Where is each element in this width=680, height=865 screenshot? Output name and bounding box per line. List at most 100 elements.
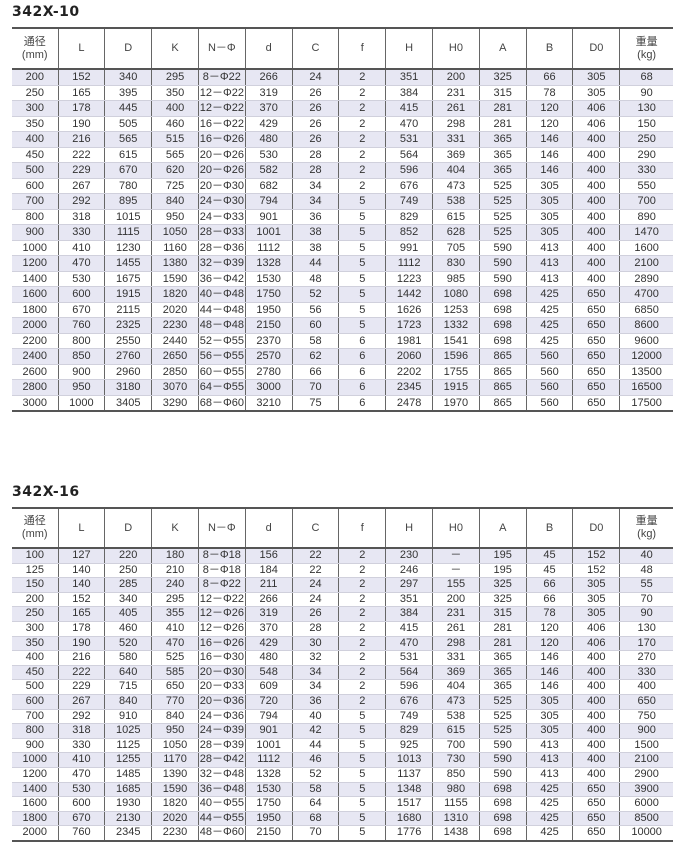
column-header-label: 通径 — [23, 35, 46, 48]
table-cell: 413 — [525, 752, 573, 768]
table-cell: 190 — [57, 116, 105, 132]
table-cell: 216 — [57, 650, 105, 666]
table-cell: 2000 — [12, 317, 59, 334]
table-cell: 8－Φ22 — [197, 69, 246, 86]
table-row: 900 330 1125 1050 28－Φ39 1001 44 5 925 700 590 413 4… — [12, 738, 673, 754]
table-cell: 2000 — [12, 825, 59, 842]
table-cell: 24－Φ36 — [197, 709, 246, 725]
table-cell: 200 — [432, 592, 480, 608]
table-cell: 1223 — [385, 271, 433, 287]
column-header-label: C — [311, 521, 320, 534]
table-cell: 2100 — [619, 752, 673, 768]
table-cell: 2 — [338, 162, 386, 179]
table-cell: 6 — [338, 379, 386, 396]
column-header: A — [478, 27, 527, 70]
table-row: 1400 530 1675 1590 36－Φ42 1530 48 5 1223 985 590 41… — [12, 271, 673, 287]
table-cell: 900 — [619, 723, 673, 739]
table-cell: 1485 — [104, 767, 152, 783]
table-cell: 560 — [525, 379, 573, 396]
table-cell: 150 — [619, 116, 673, 132]
table-cell: 319 — [244, 606, 293, 622]
table-cell: 261 — [432, 621, 480, 637]
table-cell: 78 — [525, 85, 573, 101]
table-cell: 2570 — [244, 348, 293, 365]
table-cell: 267 — [57, 694, 105, 710]
table-cell: 267 — [57, 178, 105, 194]
table-cell: 1455 — [104, 255, 152, 272]
table-cell: 560 — [525, 395, 573, 412]
table-cell: 1981 — [385, 333, 433, 349]
table-cell: 3210 — [244, 395, 293, 412]
table-cell: 850 — [57, 348, 105, 365]
table-cell: 24 — [291, 69, 339, 86]
table-cell: 400 — [572, 147, 620, 163]
table-cell: 60 — [291, 317, 339, 334]
table-cell: 5 — [338, 738, 386, 754]
table-cell: 1442 — [385, 286, 433, 303]
table-cell: 384 — [385, 606, 433, 622]
table-cell: 531 — [385, 650, 433, 666]
table-cell: 365 — [478, 147, 527, 163]
table-row: 1200 470 1455 1380 32－Φ39 1328 44 5 1112 830 590 41… — [12, 255, 673, 272]
table-cell: 290 — [619, 147, 673, 163]
table-cell: 548 — [244, 665, 293, 681]
table-cell: 5 — [338, 240, 386, 256]
table-row: 1400 530 1685 1590 36－Φ48 1530 58 5 1348 980 698 42… — [12, 782, 673, 798]
table-cell: 400 — [151, 100, 199, 117]
table-cell: 2550 — [104, 333, 152, 349]
table-cell: 305 — [525, 178, 573, 194]
table-cell: 152 — [57, 592, 105, 608]
table-cell: 525 — [478, 709, 527, 725]
table-cell: 146 — [525, 147, 573, 163]
table-cell: 564 — [385, 147, 433, 163]
table-cell: 200 — [12, 69, 59, 86]
column-header-label: D0 — [589, 42, 604, 54]
table-cell: 700 — [432, 738, 480, 754]
table-cell: 40－Φ55 — [197, 796, 246, 812]
table-cell: 155 — [432, 577, 480, 593]
column-header-label: H0 — [448, 521, 463, 534]
table-cell: 200 — [12, 592, 59, 608]
table-cell: 5 — [338, 286, 386, 303]
table-cell: 350 — [151, 85, 199, 101]
table-cell: 231 — [432, 606, 480, 622]
table-cell: 400 — [619, 679, 673, 695]
table-cell: 1530 — [244, 271, 293, 287]
table-cell: 130 — [619, 100, 673, 117]
table-cell: 305 — [572, 592, 620, 608]
table-cell: 1380 — [151, 255, 199, 272]
table-cell: 2020 — [151, 302, 199, 318]
table-cell: 2345 — [104, 825, 152, 842]
column-header-label: K — [171, 521, 179, 534]
table-cell: 220 — [104, 548, 152, 564]
table-cell: 1530 — [244, 782, 293, 798]
table-cell: 1680 — [385, 811, 433, 827]
table-cell: 4700 — [619, 286, 673, 303]
table-cell: 705 — [432, 240, 480, 256]
table-cell: 400 — [12, 131, 59, 148]
table-cell: 560 — [525, 364, 573, 380]
table-cell: 210 — [151, 563, 199, 579]
table-cell: 698 — [478, 286, 527, 303]
table-row: 250 165 405 355 12－Φ26 319 26 2 384 231 315 78 305 90 — [12, 606, 673, 622]
table-cell: 190 — [57, 636, 105, 652]
table-cell: 749 — [385, 193, 433, 210]
table-cell: 26 — [291, 606, 339, 622]
table-cell: 640 — [104, 665, 152, 681]
table-cell: 676 — [385, 694, 433, 710]
table-cell: 40 — [291, 709, 339, 725]
table-cell: 6 — [338, 333, 386, 349]
table-cell: 281 — [478, 636, 527, 652]
table-row: 450 222 615 565 20－Φ26 530 28 2 564 369 365 146 400 2… — [12, 147, 673, 163]
column-header: H — [385, 507, 433, 549]
table-cell: 1000 — [12, 752, 59, 768]
table-cell: 6000 — [619, 796, 673, 812]
table-cell: 794 — [244, 193, 293, 210]
table-row: 1600 600 1915 1820 40－Φ48 1750 52 5 1442 1080 698 4… — [12, 286, 673, 303]
table-cell: 1050 — [151, 224, 199, 241]
column-header: H0 — [432, 507, 480, 549]
table-cell: 1230 — [104, 240, 152, 256]
table-row: 200 152 340 295 12－Φ22 266 24 2 351 200 325 66 305 70 — [12, 592, 673, 608]
table-cell: 650 — [572, 782, 620, 798]
table-cell: 305 — [525, 694, 573, 710]
